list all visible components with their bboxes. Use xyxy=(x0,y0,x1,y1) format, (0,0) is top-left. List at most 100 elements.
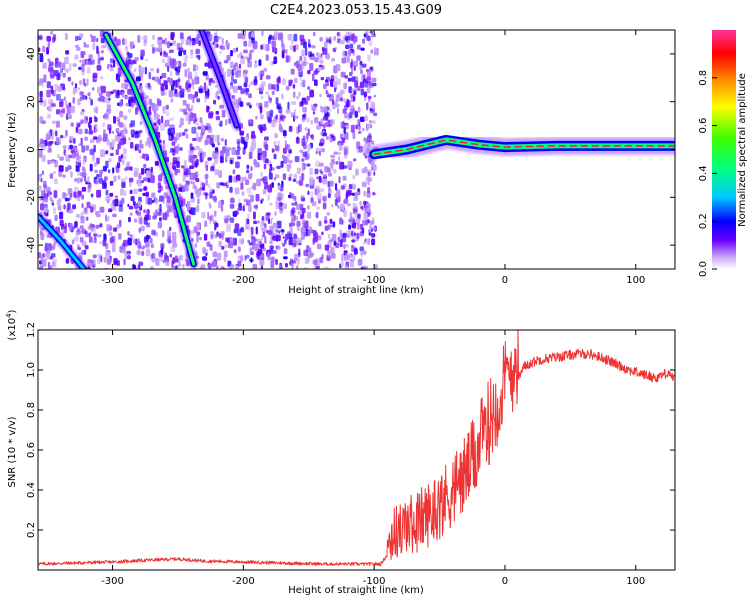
noise-speckle xyxy=(248,31,251,40)
noise-speckle xyxy=(122,246,126,254)
noise-speckle xyxy=(267,194,271,201)
noise-speckle xyxy=(366,70,372,76)
spectrogram-x-axis-label: Height of straight line (km) xyxy=(288,285,424,296)
noise-speckle xyxy=(322,124,326,129)
noise-speckle xyxy=(202,71,208,76)
noise-speckle xyxy=(63,204,66,210)
noise-speckle xyxy=(269,109,274,115)
noise-speckle xyxy=(339,39,345,45)
noise-speckle xyxy=(92,72,98,79)
noise-speckle xyxy=(302,114,306,118)
noise-speckle xyxy=(90,99,93,106)
noise-speckle xyxy=(75,126,78,133)
noise-speckle xyxy=(240,88,246,95)
noise-speckle xyxy=(311,134,314,140)
noise-speckle xyxy=(250,257,253,263)
noise-speckle xyxy=(313,259,318,265)
x-tick-label: -100 xyxy=(363,275,386,286)
noise-speckle xyxy=(171,162,176,170)
noise-speckle xyxy=(164,90,167,96)
noise-speckle xyxy=(200,132,204,140)
noise-speckle xyxy=(62,192,66,199)
snr-scale-factor: (x104) xyxy=(5,309,18,340)
noise-speckle xyxy=(267,116,272,122)
noise-speckle xyxy=(342,120,345,129)
noise-speckle xyxy=(358,106,361,113)
noise-speckle xyxy=(178,85,182,90)
noise-speckle xyxy=(96,65,102,71)
noise-speckle xyxy=(171,141,176,146)
noise-speckle xyxy=(356,59,359,67)
noise-speckle xyxy=(256,178,261,187)
noise-speckle xyxy=(87,176,90,183)
noise-speckle xyxy=(309,62,314,71)
noise-speckle xyxy=(263,163,267,170)
noise-speckle xyxy=(70,105,76,114)
noise-speckle xyxy=(205,192,208,200)
noise-speckle xyxy=(321,231,324,236)
noise-speckle xyxy=(235,149,240,156)
noise-speckle xyxy=(373,171,376,176)
noise-speckle xyxy=(276,165,281,169)
noise-speckle xyxy=(340,185,345,190)
noise-speckle xyxy=(44,207,49,213)
noise-speckle xyxy=(339,97,344,102)
noise-speckle xyxy=(93,239,96,244)
noise-speckle xyxy=(214,169,220,176)
noise-speckle xyxy=(175,79,178,88)
x-tick-label: -200 xyxy=(232,275,255,286)
spectrogram-x-ticks: -300 -200 -100 0 100 xyxy=(101,30,645,286)
noise-speckle xyxy=(162,140,165,144)
noise-speckle xyxy=(304,139,309,143)
noise-speckle xyxy=(250,227,254,235)
noise-speckle xyxy=(104,176,108,181)
noise-speckle xyxy=(214,41,217,49)
noise-speckle xyxy=(314,168,319,175)
noise-speckle xyxy=(176,160,180,168)
noise-speckle xyxy=(351,236,356,241)
noise-speckle xyxy=(75,35,78,42)
noise-speckle xyxy=(260,177,265,182)
noise-speckle xyxy=(96,157,100,165)
noise-speckle xyxy=(341,137,344,146)
noise-speckle xyxy=(85,216,89,221)
noise-speckle xyxy=(56,199,61,206)
noise-speckle xyxy=(291,207,296,214)
noise-speckle xyxy=(321,137,324,141)
noise-speckle xyxy=(248,84,251,88)
noise-speckle xyxy=(275,114,278,120)
noise-speckle xyxy=(345,44,350,50)
noise-speckle xyxy=(116,38,121,46)
noise-speckle xyxy=(128,58,132,65)
noise-speckle xyxy=(129,234,132,238)
noise-speckle xyxy=(347,161,353,168)
noise-speckle xyxy=(356,223,360,230)
noise-speckle xyxy=(309,268,312,269)
snr-x-axis-label: Height of straight line (km) xyxy=(288,585,424,596)
noise-speckle xyxy=(39,185,42,192)
noise-speckle xyxy=(94,162,97,167)
noise-speckle xyxy=(310,177,313,186)
noise-speckle xyxy=(258,248,263,255)
noise-speckle xyxy=(52,243,56,251)
noise-speckle xyxy=(366,123,371,129)
noise-speckle xyxy=(229,186,233,193)
noise-speckle xyxy=(48,134,52,138)
noise-speckle xyxy=(127,108,132,113)
noise-speckle xyxy=(246,164,250,169)
noise-speckle xyxy=(143,216,148,225)
noise-speckle xyxy=(166,41,171,49)
noise-speckle xyxy=(351,230,354,237)
noise-speckle xyxy=(49,140,54,144)
noise-speckle xyxy=(218,268,221,269)
noise-speckle xyxy=(86,78,89,86)
noise-speckle xyxy=(244,141,247,150)
noise-speckle xyxy=(143,209,146,214)
noise-speckle xyxy=(69,139,73,144)
noise-speckle xyxy=(142,192,147,196)
noise-speckle xyxy=(44,245,48,252)
noise-speckle xyxy=(319,256,323,263)
noise-speckle xyxy=(50,30,54,35)
noise-speckle xyxy=(361,181,367,188)
noise-speckle xyxy=(335,161,339,165)
